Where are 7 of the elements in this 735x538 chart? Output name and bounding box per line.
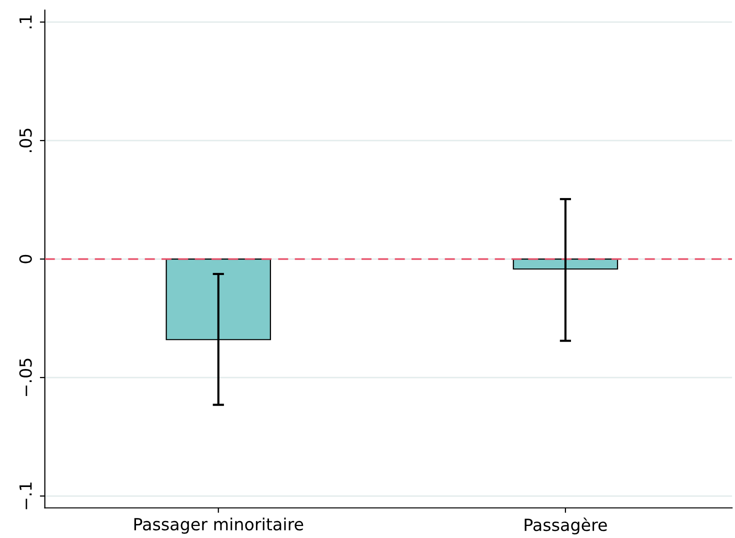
y-tick-label: 0 [19,254,32,264]
y-tick-label: .05 [19,128,32,152]
x-tick-label: Passager minoritaire [134,518,304,534]
y-tick-label: −.05 [19,358,32,396]
y-tick-label: −.1 [19,482,32,510]
y-tick-label: .1 [19,16,32,28]
x-tick-label: Passagère [524,518,607,534]
